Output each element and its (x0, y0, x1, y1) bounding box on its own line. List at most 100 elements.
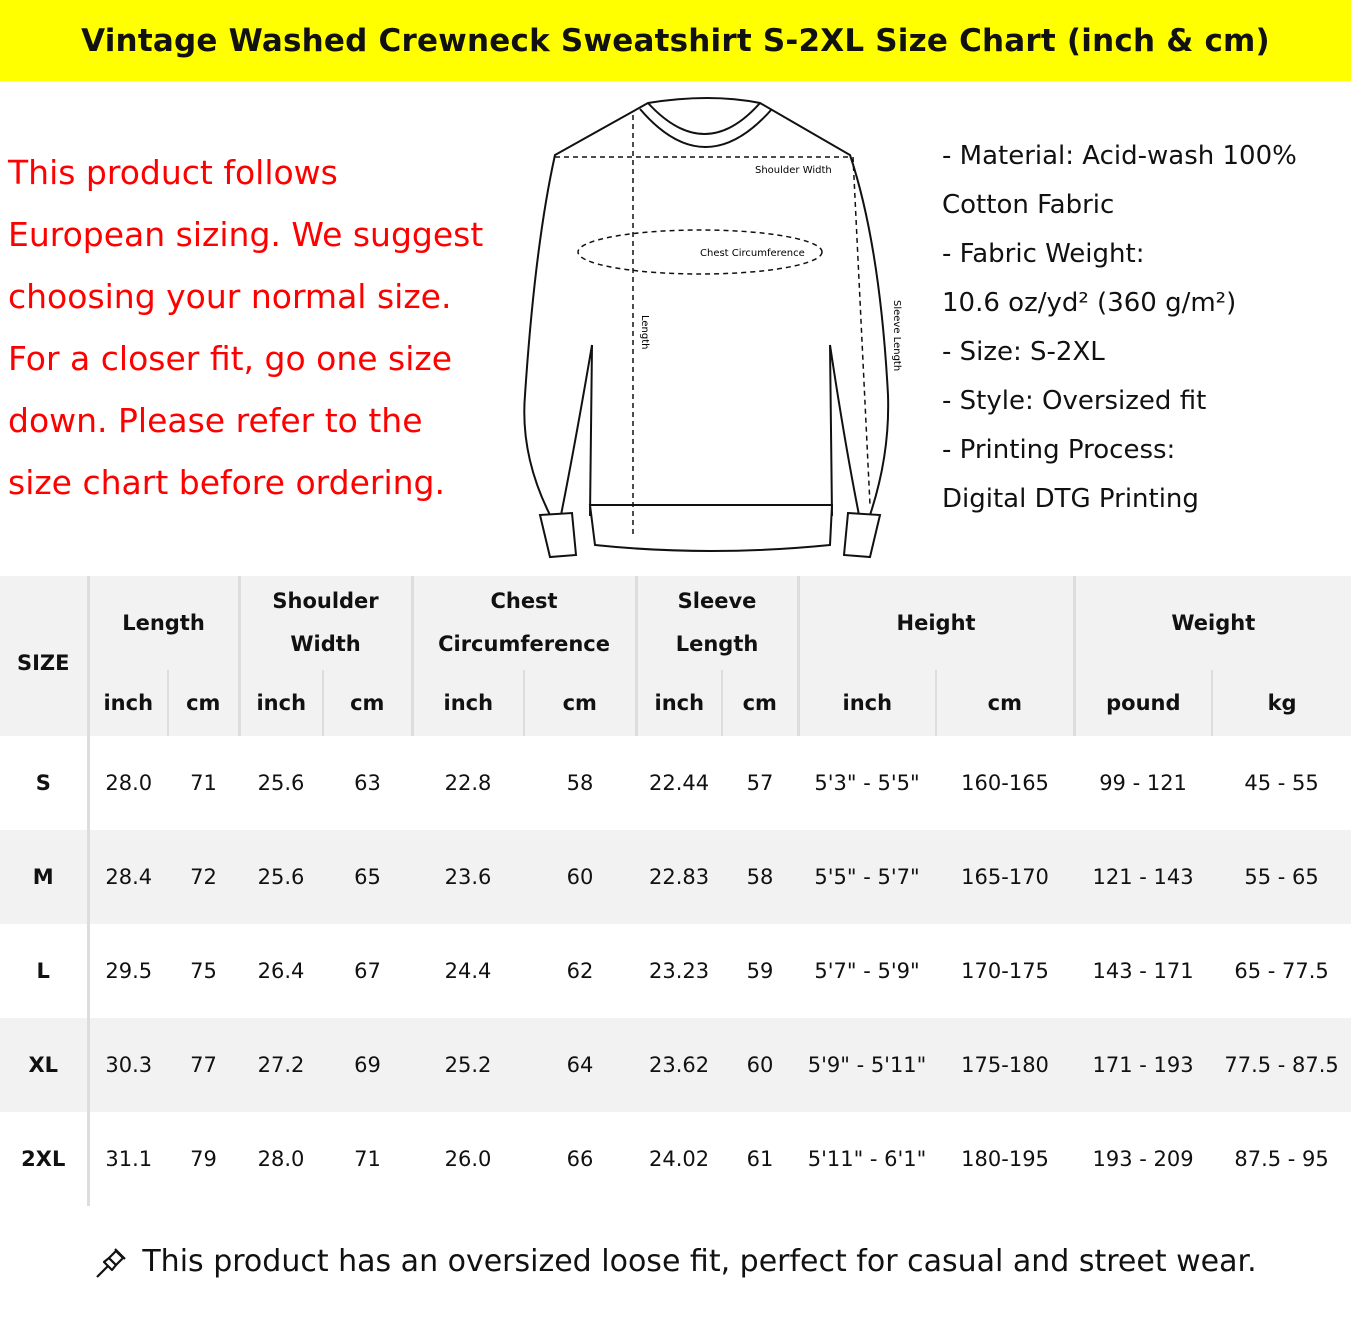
advice-line: down. Please refer to the (8, 401, 423, 440)
value-cell: 5'7" - 5'9" (814, 959, 920, 983)
value-cell: 75 (190, 959, 217, 983)
size-cell: S (35, 771, 51, 795)
value-cell: 24.02 (648, 1147, 710, 1171)
table-row: M 28.4 72 25.6 65 23.6 60 22.83 58 5'5" - 5'7" 165… (0, 830, 1351, 924)
value-cell: 77 (168, 1018, 240, 1112)
length-label: Length (639, 315, 650, 350)
value-cell: 62 (566, 959, 594, 983)
advice-line: size chart before ordering. (8, 463, 445, 502)
size-cell: XL (0, 1018, 88, 1112)
value-cell: 25.2 (412, 1018, 525, 1112)
value-cell: 193 - 209 (1092, 1147, 1194, 1171)
value-cell: 60 (722, 1018, 799, 1112)
value-cell: 58 (566, 771, 594, 795)
unit-header: kg (1211, 670, 1351, 736)
group-header-line: Sleeve (677, 589, 757, 613)
sleeve-length-label: Sleeve Length (891, 300, 902, 371)
spec-line: Digital DTG Printing (942, 484, 1199, 514)
group-header: Shoulder Width (237, 576, 413, 670)
unit-header: inch (634, 670, 723, 736)
value-cell: 27.2 (239, 1018, 324, 1112)
value-cell: 22.83 (636, 830, 723, 924)
table-row: 2XL 31.1 79 28.0 71 26.0 66 24.02 61 5'11" - 6'1"… (0, 1112, 1351, 1206)
value-cell: 5'9" - 5'11" (798, 1018, 937, 1112)
unit-header: inch (796, 670, 937, 736)
page-title: Vintage Washed Crewneck Sweatshirt S-2XL… (0, 0, 1351, 81)
spec-line: - Printing Process: (942, 435, 1176, 465)
value-cell: 72 (168, 830, 240, 924)
group-header: Height (796, 576, 1075, 670)
value-cell: 64 (524, 1018, 637, 1112)
value-cell: 87.5 - 95 (1234, 1147, 1329, 1171)
value-cell: 69 (323, 1018, 413, 1112)
value-cell: 65 - 77.5 (1234, 959, 1329, 983)
group-header-line: Length (122, 610, 205, 635)
value-cell: 55 - 65 (1212, 830, 1351, 924)
size-cell: M (0, 830, 88, 924)
group-header: Sleeve Length (634, 576, 799, 670)
group-header-line: Height (896, 610, 976, 635)
value-cell: 61 (746, 1147, 774, 1171)
value-cell: 77.5 - 87.5 (1212, 1018, 1351, 1112)
chest-circumference-label: Chest Circumference (700, 248, 805, 259)
value-cell: 71 (190, 771, 217, 795)
sizing-advice: This product follows European sizing. We… (8, 142, 528, 514)
value-cell: 22.8 (444, 771, 492, 795)
value-cell: 71 (354, 1147, 381, 1171)
value-cell: 175-180 (936, 1018, 1075, 1112)
unit-header: cm (166, 670, 240, 736)
pushpin-icon (96, 1247, 127, 1278)
sweatshirt-diagram: Shoulder Width Chest Circumference Lengt… (523, 97, 902, 559)
unit-header: cm (721, 670, 799, 736)
value-cell: 99 - 121 (1099, 771, 1187, 795)
table-row: XL 30.3 77 27.2 69 25.2 64 23.62 60 5'9" - 5'11" 1… (0, 1018, 1351, 1112)
value-cell: 60 (524, 830, 637, 924)
group-header: Weight (1072, 576, 1351, 670)
unit-header: cm (322, 670, 413, 736)
value-cell: 30.3 (86, 1018, 168, 1112)
value-cell: 23.6 (412, 830, 525, 924)
value-cell: 170-175 (961, 959, 1049, 983)
group-header: Chest Circumference (410, 576, 637, 670)
fit-note: This product has an oversized loose fit,… (0, 1206, 1351, 1317)
table-row: L 29.5 75 26.4 67 24.4 62 23.23 59 5'7" - 5'9" 170… (0, 924, 1351, 1018)
value-cell: 26.0 (444, 1147, 492, 1171)
value-cell: 59 (746, 959, 774, 983)
value-cell: 28.0 (86, 736, 168, 830)
value-cell: 160-165 (961, 771, 1049, 795)
value-cell: 23.62 (636, 1018, 723, 1112)
value-cell: 66 (566, 1147, 594, 1171)
advice-line: choosing your normal size. (8, 277, 452, 316)
value-cell: 22.44 (648, 771, 710, 795)
value-cell: 5'11" - 6'1" (807, 1147, 927, 1171)
group-header: Length (86, 576, 240, 670)
group-header-line: Width (290, 632, 361, 656)
value-cell: 5'5" - 5'7" (798, 830, 937, 924)
size-cell: L (36, 959, 50, 983)
unit-header: cm (935, 670, 1075, 736)
spec-line: Cotton Fabric (942, 190, 1115, 220)
spec-line: - Size: S-2XL (942, 337, 1105, 367)
group-header-line: Shoulder (272, 589, 379, 613)
value-cell: 171 - 193 (1074, 1018, 1213, 1112)
value-cell: 45 - 55 (1244, 771, 1319, 795)
value-cell: 65 (323, 830, 413, 924)
product-specs: - Material: Acid-wash 100% Cotton Fabric… (942, 132, 1297, 524)
unit-header: cm (523, 670, 637, 736)
advice-line: This product follows (8, 153, 338, 192)
spec-line: - Fabric Weight: (942, 239, 1145, 269)
value-cell: 29.5 (86, 924, 168, 1018)
value-cell: 23.23 (648, 959, 710, 983)
value-cell: 28.0 (257, 1147, 305, 1171)
spec-line: - Style: Oversized fit (942, 386, 1207, 416)
advice-line: For a closer fit, go one size (8, 339, 453, 378)
unit-header: inch (237, 670, 324, 736)
shoulder-width-label: Shoulder Width (755, 165, 832, 176)
value-cell: 58 (722, 830, 799, 924)
value-cell: 121 - 143 (1074, 830, 1213, 924)
advice-line: European sizing. We suggest (8, 215, 484, 254)
table-row: S 28.0 71 25.6 63 22.8 58 22.44 57 5'3" - 5'5" 160… (0, 736, 1351, 830)
unit-header: inch (86, 670, 168, 736)
fit-note-text: This product has an oversized loose fit,… (142, 1244, 1257, 1279)
spec-line: 10.6 oz/yd² (360 g/m²) (942, 288, 1237, 318)
